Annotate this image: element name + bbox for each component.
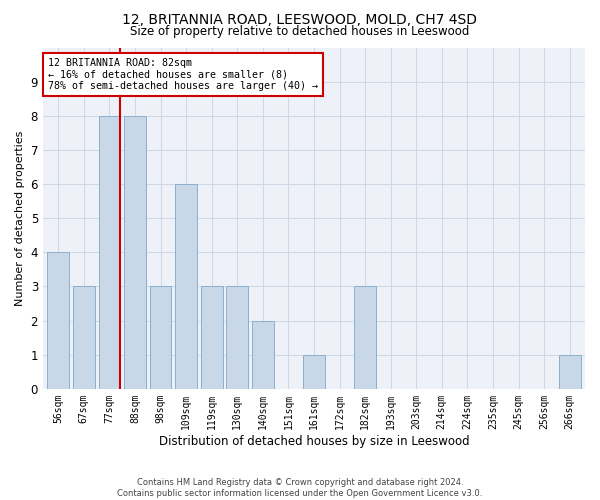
Bar: [124, 116, 146, 389]
Bar: [559, 354, 581, 389]
Bar: [226, 286, 248, 389]
Text: 12 BRITANNIA ROAD: 82sqm
← 16% of detached houses are smaller (8)
78% of semi-de: 12 BRITANNIA ROAD: 82sqm ← 16% of detach…: [49, 58, 319, 91]
Text: Contains HM Land Registry data © Crown copyright and database right 2024.
Contai: Contains HM Land Registry data © Crown c…: [118, 478, 482, 498]
Bar: [201, 286, 223, 389]
Bar: [354, 286, 376, 389]
Bar: [98, 116, 120, 389]
Text: 12, BRITANNIA ROAD, LEESWOOD, MOLD, CH7 4SD: 12, BRITANNIA ROAD, LEESWOOD, MOLD, CH7 …: [122, 12, 478, 26]
Y-axis label: Number of detached properties: Number of detached properties: [15, 130, 25, 306]
X-axis label: Distribution of detached houses by size in Leeswood: Distribution of detached houses by size …: [158, 434, 469, 448]
Bar: [47, 252, 69, 389]
Bar: [252, 320, 274, 389]
Bar: [73, 286, 95, 389]
Bar: [149, 286, 172, 389]
Text: Size of property relative to detached houses in Leeswood: Size of property relative to detached ho…: [130, 25, 470, 38]
Bar: [303, 354, 325, 389]
Bar: [175, 184, 197, 389]
